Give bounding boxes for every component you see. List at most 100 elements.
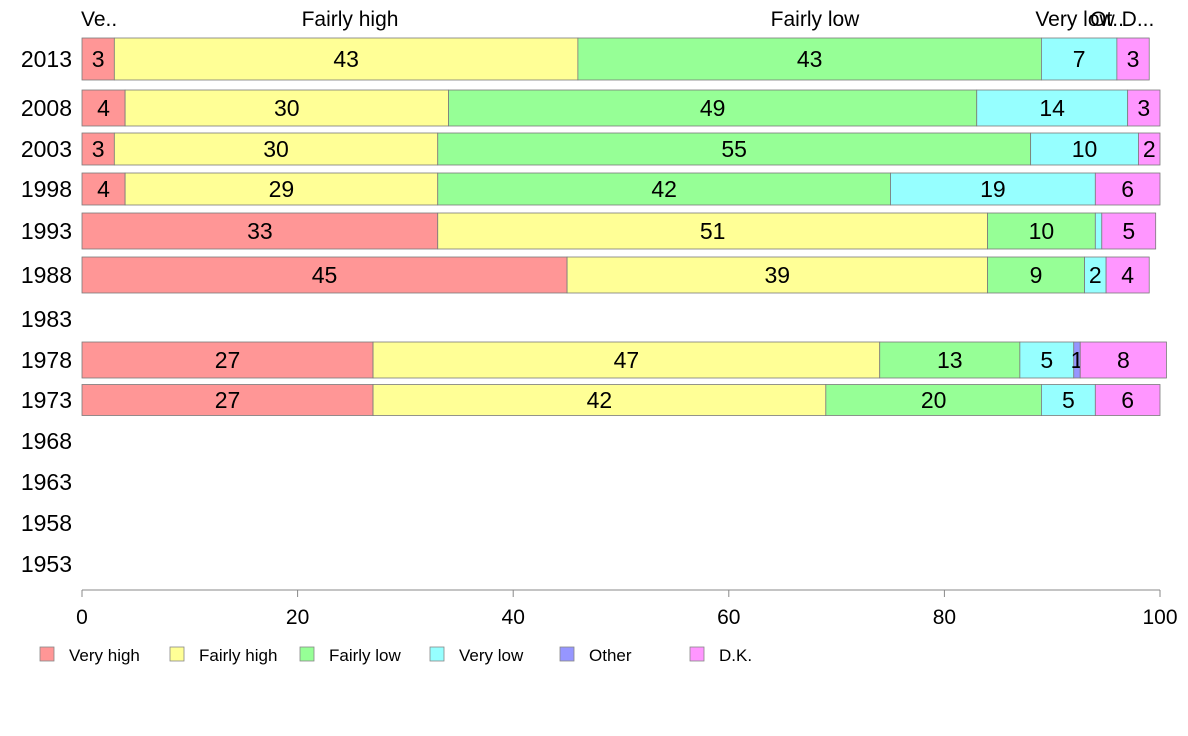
value-label: 8 <box>1117 347 1130 373</box>
year-label: 1998 <box>21 176 72 202</box>
bar-segment <box>448 89 978 127</box>
bar-segment <box>1041 384 1096 416</box>
legend-label: Very high <box>69 646 140 665</box>
year-label: 1988 <box>21 262 72 288</box>
value-label: 4 <box>97 95 110 121</box>
bars: 3 43 43 7 34 30 49 14 33 30 55 10 24 29 42 19 633 51 10 545… <box>81 37 1167 416</box>
bar-segment <box>81 89 126 127</box>
bar-segment <box>1094 172 1161 206</box>
year-label: 2013 <box>21 46 72 72</box>
year-label: 1963 <box>21 469 72 495</box>
legend-label: Very low <box>459 646 524 665</box>
value-label: 10 <box>1029 218 1055 244</box>
bar-segment <box>987 212 1096 250</box>
bar-segment <box>437 172 891 206</box>
top-label: Ot.. <box>1090 8 1124 31</box>
value-label: 5 <box>1122 218 1135 244</box>
legend-swatch <box>299 646 315 662</box>
value-label: 2 <box>1089 262 1102 288</box>
year-label: 1973 <box>21 387 72 413</box>
value-label: 27 <box>215 347 241 373</box>
value-label: 10 <box>1072 136 1098 162</box>
value-label: 51 <box>700 218 726 244</box>
legend-label: Fairly low <box>329 646 402 665</box>
value-label: 45 <box>312 262 338 288</box>
bar-segment <box>81 256 568 294</box>
value-label: 14 <box>1039 95 1065 121</box>
bar-segment <box>566 256 988 294</box>
bar-segment <box>890 172 1096 206</box>
bar-segment <box>1116 37 1150 81</box>
top-label: Ve.. <box>81 8 117 31</box>
year-label: 1953 <box>21 551 72 577</box>
x-tick-label: 80 <box>933 606 956 629</box>
value-label: 4 <box>97 176 110 202</box>
bar-segment <box>372 384 827 416</box>
bar-segment <box>1105 256 1150 294</box>
legend-swatch <box>39 646 55 662</box>
top-label: Very low <box>1035 8 1115 31</box>
value-label: 6 <box>1121 387 1134 413</box>
value-label: 7 <box>1073 46 1086 72</box>
year-label: 1993 <box>21 218 72 244</box>
x-tick-label: 20 <box>286 606 309 629</box>
x-tick-label: 40 <box>502 606 525 629</box>
bar-segment <box>113 132 439 166</box>
bar-segment <box>113 37 579 81</box>
bar-segment <box>1019 341 1075 379</box>
legend: Very high Fairly high Fairly low Very low Ot… <box>39 646 752 665</box>
value-label: 43 <box>797 46 823 72</box>
x-tick-label: 100 <box>1142 606 1177 629</box>
x-tick-label: 0 <box>76 606 88 629</box>
legend-swatch <box>429 646 445 662</box>
value-label: 42 <box>587 387 613 413</box>
legend-swatch <box>169 646 185 662</box>
year-label: 1968 <box>21 428 72 454</box>
bar-segment <box>81 341 374 379</box>
year-label: 2008 <box>21 95 72 121</box>
legend-label: Fairly high <box>199 646 277 665</box>
top-series-labels: Ve.. Fairly high Fairly low Very lowOt..D..… <box>81 8 1154 31</box>
top-label: Fairly low <box>771 8 861 31</box>
bar-segment <box>1101 212 1157 250</box>
legend-label: D.K. <box>719 646 752 665</box>
legend-label: Other <box>589 646 632 665</box>
value-label: 20 <box>921 387 947 413</box>
value-label: 3 <box>92 136 105 162</box>
year-label: 1958 <box>21 510 72 536</box>
bar-segment <box>1127 89 1161 127</box>
value-label: 3 <box>1137 95 1150 121</box>
value-label: 39 <box>765 262 791 288</box>
value-label: 47 <box>614 347 640 373</box>
value-label: 49 <box>700 95 726 121</box>
bar-segment <box>1094 384 1161 416</box>
year-label: 1983 <box>21 306 72 332</box>
value-label: 43 <box>333 46 359 72</box>
bar-segment <box>437 132 1032 166</box>
legend-swatch <box>559 646 575 662</box>
top-label: D... <box>1122 8 1155 31</box>
bar-segment <box>124 89 449 127</box>
value-label: 27 <box>215 387 241 413</box>
bar-segment <box>987 256 1085 294</box>
bar-segment <box>81 132 115 166</box>
value-label: 55 <box>721 136 747 162</box>
bar-segment <box>1079 341 1167 379</box>
top-label: Fairly high <box>302 8 399 31</box>
x-axis: 0 20 40 60 80 100 <box>76 589 1178 629</box>
bar-segment <box>1030 132 1139 166</box>
value-label: 4 <box>1121 262 1134 288</box>
year-labels: 2013 2008 2003 1998 1993 1988 1983 1978 1973 1968… <box>21 46 72 577</box>
value-label: 30 <box>263 136 289 162</box>
bar-segment <box>976 89 1129 127</box>
year-label: 2003 <box>21 136 72 162</box>
bar-segment <box>124 172 439 206</box>
value-label: 3 <box>1127 46 1140 72</box>
value-label: 42 <box>651 176 677 202</box>
bar-segment <box>81 212 439 250</box>
value-label: 6 <box>1121 176 1134 202</box>
bar-segment <box>81 384 374 416</box>
value-label: 13 <box>937 347 963 373</box>
value-label: 9 <box>1030 262 1043 288</box>
bar-segment <box>825 384 1042 416</box>
